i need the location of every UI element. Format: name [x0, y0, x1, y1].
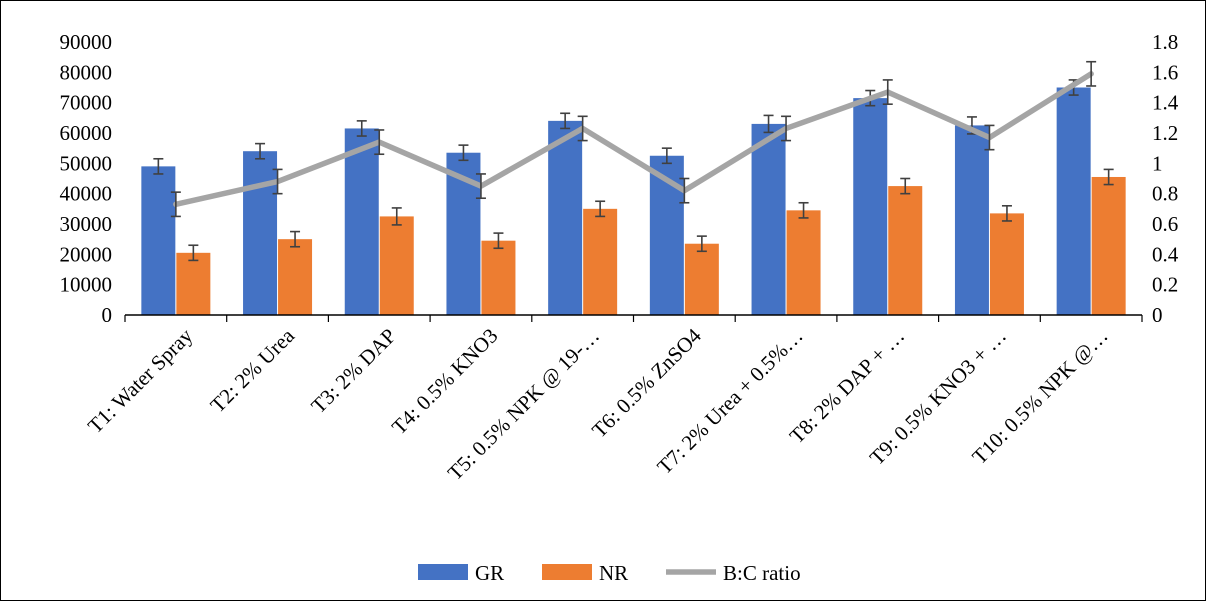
bar-gr-10: [1056, 87, 1091, 315]
legend: GR NR B:C ratio: [418, 561, 801, 585]
bar-nr-8: [888, 186, 923, 315]
y-right-tick-label: 0.8: [1152, 182, 1178, 206]
y-right-tick-label: 0.2: [1152, 273, 1178, 297]
bar-nr-5: [583, 208, 618, 315]
bar-gr-2: [243, 151, 278, 315]
bar-nr-6: [684, 243, 719, 315]
legend-label-bc-ratio: B:C ratio: [723, 561, 801, 585]
bar-nr-2: [278, 239, 313, 315]
bar-nr-1: [176, 252, 211, 315]
y-left-tick-label: 30000: [60, 212, 113, 236]
y-right-tick-label: 1.4: [1152, 91, 1179, 115]
line-bc-ratio: [173, 71, 1094, 208]
y-right-tick-label: 0.6: [1152, 212, 1178, 236]
legend-swatch-nr: [542, 564, 592, 580]
y-left-tick-label: 70000: [60, 91, 113, 115]
legend-label-nr: NR: [599, 561, 628, 585]
y-right-tick-label: 1.2: [1152, 121, 1178, 145]
bar-gr-8: [853, 98, 888, 315]
bar-gr-5: [548, 120, 583, 315]
y-left-tick-label: 20000: [60, 242, 113, 266]
y-right-tick-label: 0.4: [1152, 242, 1179, 266]
y-left-tick-label: 90000: [60, 30, 113, 54]
bar-gr-1: [141, 166, 176, 315]
line-layer: [153, 60, 1114, 262]
bar-gr-9: [954, 125, 989, 316]
y-right-tick-label: 0: [1152, 303, 1163, 327]
y-left-tick-label: 50000: [60, 151, 113, 175]
bar-nr-9: [989, 213, 1024, 315]
y-left-tick-label: 10000: [60, 273, 113, 297]
bars-layer: [141, 87, 1126, 316]
bar-gr-7: [751, 123, 786, 316]
bar-nr-10: [1091, 176, 1126, 315]
bar-nr-7: [786, 210, 821, 315]
y-right-tick-label: 1.8: [1152, 30, 1178, 54]
bar-nr-4: [481, 240, 516, 315]
axes-layer: [124, 314, 1143, 322]
y-left-tick-label: 0: [102, 303, 113, 327]
legend-label-gr: GR: [475, 561, 504, 585]
bar-nr-3: [379, 216, 414, 315]
bar-gr-3: [344, 128, 379, 315]
y-left-tick-label: 60000: [60, 121, 113, 145]
y-right-tick-label: 1: [1152, 151, 1163, 175]
y-right-tick-label: 1.6: [1152, 60, 1178, 84]
legend-swatch-gr: [418, 564, 468, 580]
y-left-tick-label: 80000: [60, 60, 113, 84]
y-left-tick-label: 40000: [60, 182, 113, 206]
